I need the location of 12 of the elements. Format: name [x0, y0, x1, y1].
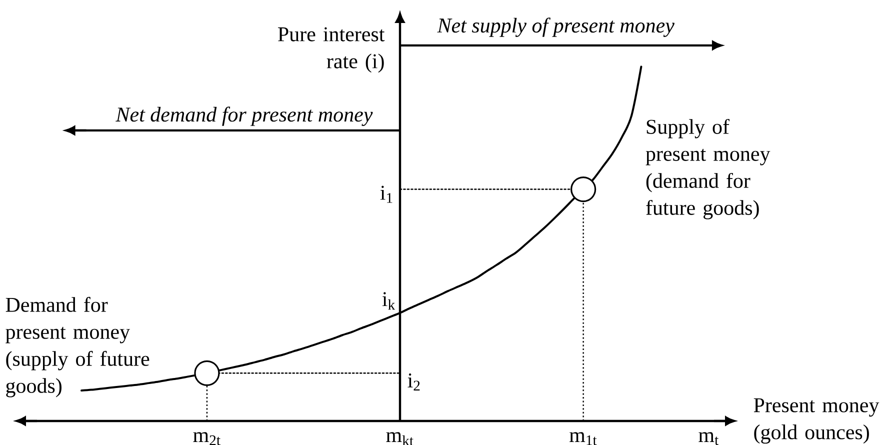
- y-axis-title: Pure interest rate (i): [278, 27, 385, 73]
- ref-line-label: Net demand for present money: [116, 106, 373, 126]
- text: Net supply of present money: [437, 18, 674, 37]
- x-axis-title: Present money (gold ounces): [754, 398, 880, 444]
- annotation: Supply of present money (demand for future goods): [646, 118, 770, 220]
- x-tick-label: m$_{1t}$: [570, 432, 597, 445]
- series-label: i$_{1}$: [380, 186, 392, 203]
- series-label: i$_{2}$: [408, 373, 420, 390]
- annotation: Demand for present money (supply of future goods): [6, 296, 150, 398]
- x-tick-label: m$_{2t}$: [193, 432, 220, 445]
- annotation: i$_{k}$: [382, 292, 396, 310]
- x-tick-label: m$_{t}$: [698, 432, 719, 445]
